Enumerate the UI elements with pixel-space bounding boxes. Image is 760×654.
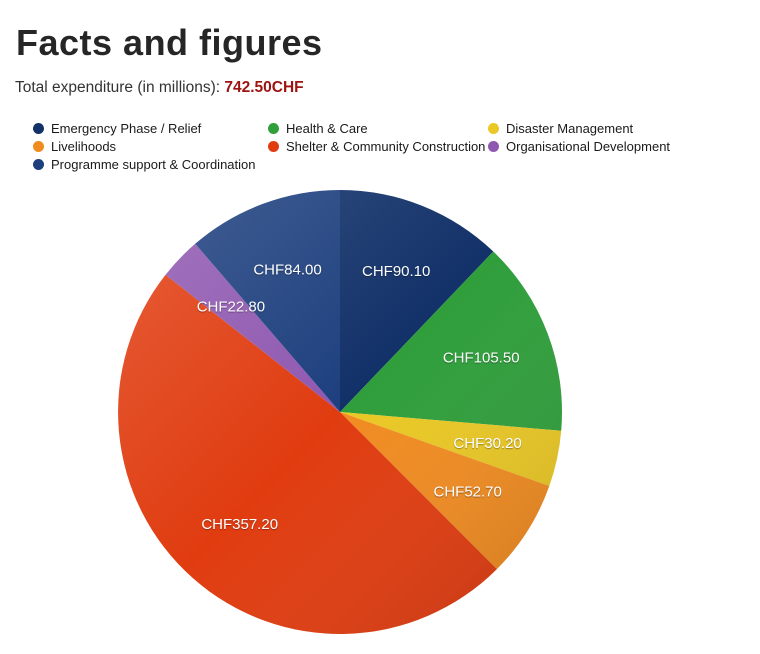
legend-dot-icon: [33, 159, 44, 170]
pie-slice-label: CHF105.50: [443, 349, 520, 366]
legend-item-shelter-community-construction[interactable]: Shelter & Community Construction: [268, 139, 488, 154]
legend-dot-icon: [33, 141, 44, 152]
legend-dot-icon: [488, 123, 499, 134]
pie-slice-label: CHF52.70: [434, 484, 502, 501]
total-expenditure-value: 742.50CHF: [224, 79, 304, 96]
legend-item-emergency-phase-relief[interactable]: Emergency Phase / Relief: [33, 121, 268, 136]
legend-item-programme-support-coordination[interactable]: Programme support & Coordination: [33, 157, 268, 172]
legend-item-disaster-management[interactable]: Disaster Management: [488, 121, 743, 136]
legend-item-health-care[interactable]: Health & Care: [268, 121, 488, 136]
pie-slice-label: CHF30.20: [453, 435, 521, 452]
legend-dot-icon: [488, 141, 499, 152]
pie-slice-label: CHF357.20: [201, 516, 278, 533]
legend-item-label: Livelihoods: [51, 139, 117, 154]
legend-item-label: Organisational Development: [506, 139, 671, 154]
legend-dot-icon: [268, 141, 279, 152]
pie-slices: [118, 190, 562, 634]
legend-item-organisational-development[interactable]: Organisational Development: [488, 139, 743, 154]
pie-slice-label: CHF90.10: [362, 263, 430, 280]
total-expenditure: Total expenditure (in millions): 742.50C…: [15, 79, 304, 97]
pie-slice-label: CHF22.80: [197, 299, 265, 316]
pie-slice-label: CHF84.00: [253, 261, 321, 278]
total-expenditure-label: Total expenditure (in millions):: [15, 79, 221, 96]
page-title: Facts and figures: [16, 22, 323, 63]
legend-item-label: Disaster Management: [506, 121, 634, 136]
legend-item-label: Emergency Phase / Relief: [51, 121, 202, 136]
legend-item-label: Shelter & Community Construction: [286, 139, 486, 154]
legend-item-label: Health & Care: [286, 121, 368, 136]
legend-item-label: Programme support & Coordination: [51, 157, 256, 172]
pie-slice-labels: CHF90.10 CHF105.50 CHF30.20 CHF52.70 CHF357.…: [197, 261, 522, 532]
legend-dot-icon: [268, 123, 279, 134]
legend-dot-icon: [33, 123, 44, 134]
chart-legend: Emergency Phase / Relief Health & Care Dis…: [33, 121, 743, 172]
legend-item-livelihoods[interactable]: Livelihoods: [33, 139, 268, 154]
